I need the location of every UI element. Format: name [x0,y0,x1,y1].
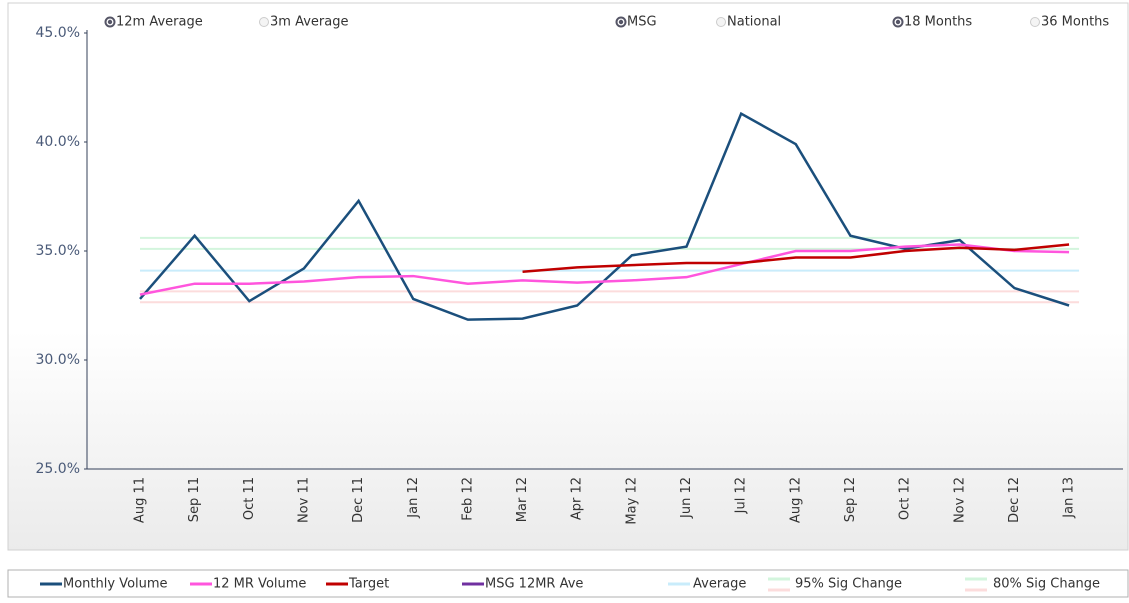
y-tick-label: 30.0% [36,352,80,368]
x-tick-label: Mar 12 [515,477,530,522]
legend-label: Monthly Volume [63,577,168,592]
y-tick-label: 25.0% [36,461,80,477]
x-tick-label: Jul 12 [734,477,749,514]
x-tick-label: Feb 12 [460,477,475,521]
x-tick-label: Aug 11 [133,477,148,523]
radio-label[interactable]: 36 Months [1041,15,1109,30]
x-tick-label: Dec 11 [351,477,366,523]
radio-dot [618,19,624,25]
radio-label[interactable]: 18 Months [904,15,972,30]
x-tick-label: Dec 12 [1007,477,1022,523]
x-tick-label: Jan 12 [406,477,421,519]
x-tick-label: Sep 11 [187,477,202,522]
series-line [139,243,1070,296]
x-tick-label: Oct 11 [242,477,257,520]
x-tick-label: Nov 11 [296,477,311,523]
y-tick-label: 35.0% [36,243,80,259]
legend-label: MSG 12MR Ave [485,577,583,592]
radio-label[interactable]: 12m Average [116,15,203,30]
radio-button[interactable] [716,17,726,27]
legend-label: 80% Sig Change [993,577,1100,592]
legend-label: 12 MR Volume [213,577,306,592]
x-tick-label: Nov 12 [952,477,967,523]
radio-label[interactable]: National [727,15,781,30]
radio-button[interactable] [1030,17,1040,27]
radio-button[interactable] [259,17,269,27]
x-tick-label: May 12 [624,477,639,525]
x-tick-label: Aug 12 [788,477,803,523]
legend-label: Average [693,577,746,592]
x-tick-label: Jun 12 [679,477,694,519]
x-tick-label: Jan 13 [1062,477,1077,519]
chart-frame [7,2,1129,551]
x-tick-label: Oct 12 [898,477,913,520]
radio-label[interactable]: 3m Average [270,15,348,30]
y-tick-label: 40.0% [36,134,80,150]
radio-dot [107,19,113,25]
y-tick-label: 45.0% [36,25,80,41]
series-line [522,243,1070,273]
legend-label: 95% Sig Change [795,577,902,592]
legend-label: Target [348,577,389,592]
x-tick-label: Sep 12 [843,477,858,522]
radio-label[interactable]: MSG [627,15,657,30]
radio-dot [895,19,901,25]
x-tick-label: Apr 12 [570,477,585,520]
